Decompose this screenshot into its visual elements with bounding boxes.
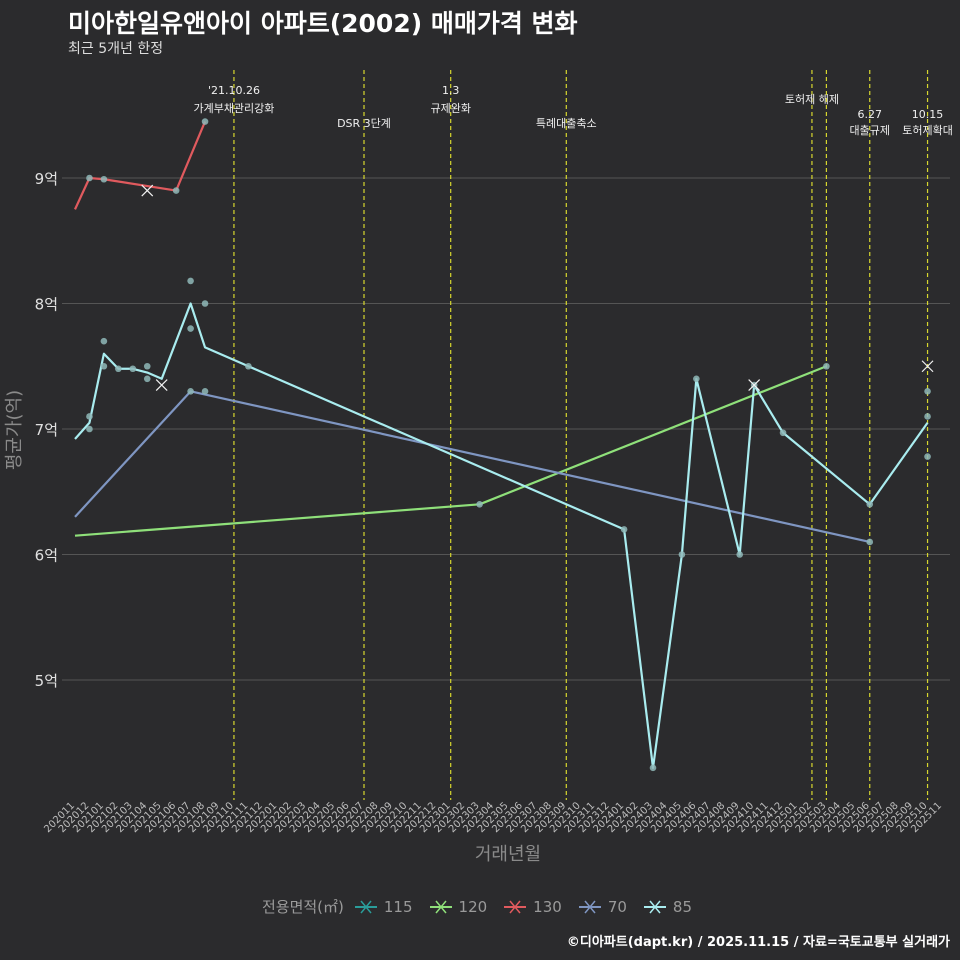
legend: 전용면적(㎡) 115 120 130 70 85 (0, 896, 960, 917)
data-point (736, 551, 743, 558)
legend-label: 115 (383, 897, 413, 916)
data-point (86, 174, 93, 182)
data-point (924, 388, 931, 395)
y-tick-label: 9억 (35, 170, 58, 188)
event-label-text: 대출규제 (850, 124, 890, 137)
y-tick-label: 8억 (35, 296, 58, 314)
event-label-date: 1.3 (442, 84, 460, 97)
data-point (201, 300, 209, 307)
data-point (143, 362, 151, 370)
legend-key-icon (578, 900, 601, 913)
data-point (86, 413, 93, 420)
data-point (86, 425, 93, 433)
series-130 (74, 118, 209, 210)
legend-label: 120 (458, 897, 488, 916)
event-label-text: 특례대출축소 (536, 117, 597, 130)
series-line-85 (74, 302, 929, 769)
chart-subtitle: 최근 5개년 한정 (68, 41, 164, 57)
y-tick-label: 6억 (35, 547, 58, 565)
data-point (866, 501, 874, 508)
event-label-date: 6.27 (858, 108, 883, 121)
legend-key-icon (504, 900, 527, 913)
data-point (245, 362, 252, 370)
data-point (100, 362, 108, 370)
data-point (187, 325, 194, 332)
data-point (143, 375, 151, 383)
y-axis: 5억 6억 7억 8억 9억 (35, 170, 58, 690)
data-point (201, 388, 209, 395)
legend-item-120: 120 (429, 898, 494, 916)
x-axis-label: 거래년월 (475, 844, 541, 865)
legend-key-icon (429, 900, 452, 913)
footer-credit: ©디아파트(dapt.kr) / 2025.11.15 / 자료=국토교통부 실… (566, 935, 950, 950)
legend-key-icon (643, 900, 666, 913)
data-cross-marker (141, 184, 154, 197)
data-point (100, 337, 108, 345)
data-point (100, 175, 108, 183)
data-point (924, 453, 931, 460)
chart-title: 미아한일유앤아이 아파트(2002) 매매가격 변화 (68, 9, 578, 38)
legend-item-70: 70 (578, 898, 633, 916)
event-label-text: 토허제확대 (902, 124, 953, 137)
data-cross-marker (748, 379, 761, 391)
data-point (201, 118, 209, 125)
series-group (74, 118, 934, 772)
data-point (823, 362, 830, 370)
data-point (129, 365, 137, 373)
data-point (779, 429, 787, 437)
data-point (476, 501, 483, 508)
data-point (866, 538, 874, 546)
legend-key-icon (354, 900, 377, 913)
data-point (115, 365, 122, 373)
grid-lines (62, 177, 950, 681)
data-point (693, 375, 700, 383)
data-point (649, 764, 657, 772)
data-cross-marker (921, 360, 934, 373)
data-point (678, 551, 686, 558)
y-axis-label: 평균가(억) (4, 390, 25, 470)
data-point (620, 526, 628, 533)
legend-label: 130 (533, 897, 562, 916)
series-line-130 (74, 121, 207, 210)
series-line-70 (74, 390, 870, 544)
legend-title: 전용면적(㎡) (261, 898, 344, 916)
data-point (187, 388, 194, 395)
event-label-text: 규제완화 (430, 102, 470, 115)
event-label-text: DSR 3단계 (337, 117, 391, 130)
data-point (187, 277, 194, 285)
event-label-date: 10.15 (912, 108, 944, 121)
event-label-text: 토허제 해제 (785, 92, 839, 106)
x-axis: 2020112020122021012021022021032021042021… (42, 800, 944, 835)
data-cross-marker (155, 379, 168, 391)
legend-label: 70 (607, 897, 627, 916)
series-85 (74, 277, 934, 772)
series-70 (74, 388, 874, 546)
y-tick-label: 5억 (35, 672, 58, 690)
data-point (924, 413, 931, 420)
event-label-text: 가계부채관리강화 (193, 102, 274, 115)
data-point (172, 187, 180, 194)
legend-item-115: 115 (354, 898, 419, 916)
legend-label: 85 (672, 897, 692, 916)
event-label-date: '21.10.26 (208, 84, 260, 97)
legend-item-85: 85 (643, 898, 698, 916)
series-120 (74, 362, 830, 537)
y-tick-label: 7억 (35, 421, 58, 439)
legend-item-130: 130 (503, 898, 568, 916)
